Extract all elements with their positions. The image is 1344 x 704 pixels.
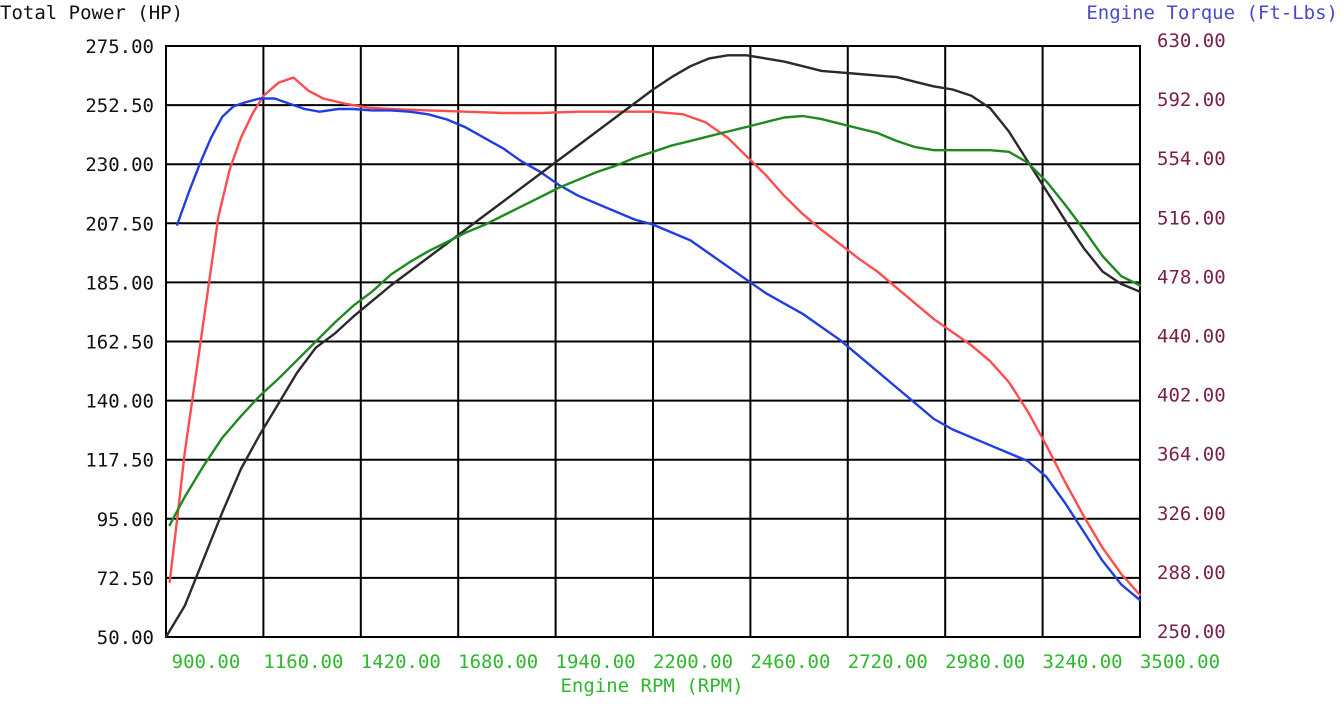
y-right-tick-label: 288.00 — [1157, 562, 1226, 584]
y-left-tick-label: 95.00 — [97, 509, 154, 531]
y-right-tick-label: 554.00 — [1157, 148, 1226, 170]
y-right-tick-label: 478.00 — [1157, 266, 1226, 288]
y-left-tick-label: 72.50 — [97, 568, 154, 590]
y-right-tick-label: 592.00 — [1157, 89, 1226, 111]
y-left-tick-label: 162.50 — [85, 332, 154, 354]
y-left-tick-label: 230.00 — [85, 154, 154, 176]
y-left-tick-label: 50.00 — [97, 627, 154, 649]
y-left-tick-label: 117.50 — [85, 450, 154, 472]
y-right-tick-label: 326.00 — [1157, 503, 1226, 525]
x-tick-label: 900.00 — [172, 651, 241, 673]
y-right-tick-label: 250.00 — [1157, 621, 1226, 643]
x-axis-title: Engine RPM (RPM) — [560, 675, 743, 697]
series-line-left-0 — [168, 76, 1142, 597]
y-right-tick-label: 440.00 — [1157, 326, 1226, 348]
y-left-tick-label: 252.50 — [85, 95, 154, 117]
x-tick-label: 2460.00 — [750, 651, 830, 673]
x-tick-label: 1160.00 — [263, 651, 343, 673]
y-left-tick-label: 140.00 — [85, 391, 154, 413]
y-right-tick-label: 364.00 — [1157, 444, 1226, 466]
right-axis-title: Engine Torque (Ft-Lbs) — [1086, 2, 1338, 24]
x-tick-label: 1940.00 — [556, 651, 636, 673]
x-tick-label: 2720.00 — [848, 651, 928, 673]
series-line-right-0 — [164, 54, 1142, 639]
plot-frame — [165, 45, 1141, 638]
x-tick-label: 2200.00 — [653, 651, 733, 673]
y-right-tick-label: 516.00 — [1157, 207, 1226, 229]
left-axis-title: Total Power (HP) — [0, 2, 183, 24]
x-tick-label: 1680.00 — [458, 651, 538, 673]
x-tick-label: 3240.00 — [1043, 651, 1123, 673]
series-layer — [164, 54, 1142, 639]
y-left-tick-label: 185.00 — [85, 272, 154, 294]
grid — [165, 45, 1141, 638]
x-tick-label: 1420.00 — [361, 651, 441, 673]
x-tick-label: 3500.00 — [1140, 651, 1220, 673]
series-line-right-1 — [168, 114, 1142, 527]
series-line-left-1 — [176, 97, 1142, 602]
plot-border — [165, 45, 1141, 638]
x-tick-label: 2980.00 — [945, 651, 1025, 673]
y-right-tick-label: 402.00 — [1157, 385, 1226, 407]
y-right-tick-label: 630.00 — [1157, 30, 1226, 52]
y-left-tick-label: 275.00 — [85, 36, 154, 58]
y-left-tick-label: 207.50 — [85, 213, 154, 235]
